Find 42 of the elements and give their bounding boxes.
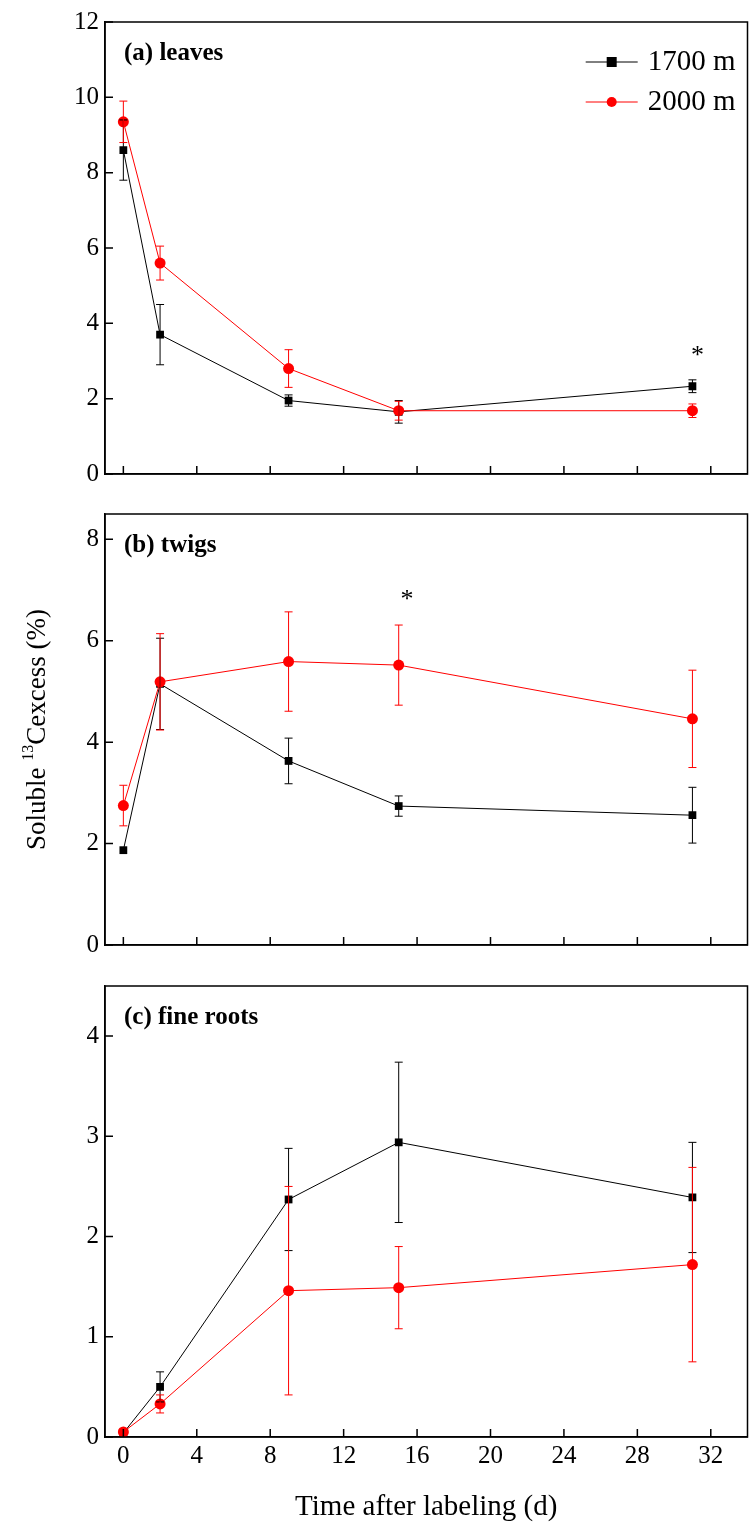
y-tick-label: 2: [86, 383, 99, 411]
y-tick-label: 0: [86, 1421, 99, 1449]
y-tick-label: 4: [86, 307, 100, 335]
y-tick-label: 4: [86, 1020, 100, 1048]
y-tick-label: 8: [86, 157, 99, 185]
text: (b) twigs: [124, 530, 217, 559]
y-tick-label: 2: [86, 1220, 99, 1248]
y-tick-label: 12: [74, 6, 99, 34]
text: (a) leaves: [124, 38, 224, 66]
y-tick-label: 0: [86, 929, 99, 957]
y-tick-label: 0: [86, 458, 99, 486]
y-tick-label: 6: [86, 625, 99, 653]
y-tick-label: 4: [86, 727, 100, 755]
point: [119, 146, 128, 154]
x-tick-label: 4: [190, 1440, 204, 1468]
y-tick-label: 8: [86, 524, 99, 552]
y-tick-label: 2: [86, 828, 99, 856]
x-tick-label: 28: [624, 1440, 650, 1468]
y-tick-label: 6: [86, 232, 99, 260]
x-tick-label: 12: [331, 1440, 357, 1468]
point: [283, 363, 295, 375]
x-axis-title: Time after labeling (d): [295, 1488, 558, 1522]
y-tick-label: 3: [86, 1120, 99, 1148]
x-tick-label: 32: [698, 1440, 724, 1468]
legend-label: 1700 m: [647, 43, 736, 76]
point: [119, 846, 128, 855]
text: (c) fine roots: [124, 1001, 259, 1030]
point: [394, 1138, 403, 1146]
y-axis-title: Soluble 13Cexcess (%): [19, 609, 52, 851]
legend-label: 2000 m: [647, 83, 736, 116]
point: [394, 802, 403, 811]
x-tick-label: 0: [117, 1440, 130, 1468]
y-tick-label: 1: [86, 1321, 99, 1348]
annotation: *: [690, 340, 704, 370]
y-tick-label: 10: [74, 81, 99, 109]
x-tick-label: 20: [478, 1440, 503, 1468]
point: [283, 656, 295, 668]
x-tick-label: 16: [404, 1440, 430, 1468]
annotation: *: [400, 584, 414, 614]
point: [686, 1258, 698, 1270]
x-tick-label: 8: [263, 1440, 277, 1468]
x-tick-label: 24: [551, 1440, 577, 1468]
